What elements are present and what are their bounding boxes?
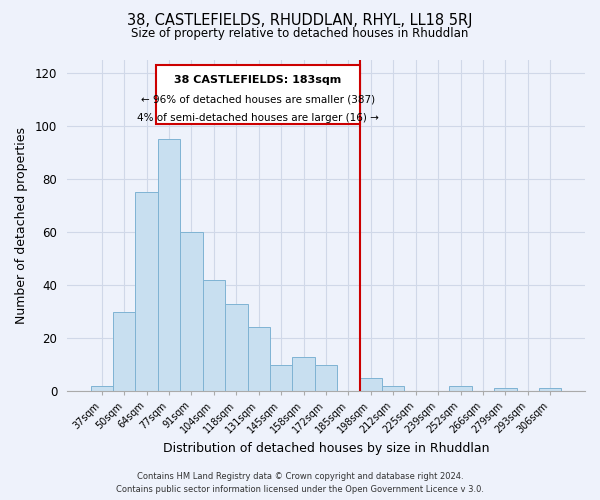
Bar [382,386,404,391]
Bar [248,328,270,391]
Text: 38 CASTLEFIELDS: 183sqm: 38 CASTLEFIELDS: 183sqm [174,74,341,85]
Bar [113,312,136,391]
Bar [449,386,472,391]
Text: 38, CASTLEFIELDS, RHUDDLAN, RHYL, LL18 5RJ: 38, CASTLEFIELDS, RHUDDLAN, RHYL, LL18 5… [127,12,473,28]
Bar [136,192,158,391]
Bar [180,232,203,391]
Bar [158,140,180,391]
Bar [225,304,248,391]
Bar [203,280,225,391]
Bar [494,388,517,391]
Bar [270,364,292,391]
Text: Contains HM Land Registry data © Crown copyright and database right 2024.
Contai: Contains HM Land Registry data © Crown c… [116,472,484,494]
Bar [91,386,113,391]
Bar [539,388,562,391]
X-axis label: Distribution of detached houses by size in Rhuddlan: Distribution of detached houses by size … [163,442,489,455]
Text: ← 96% of detached houses are smaller (387): ← 96% of detached houses are smaller (38… [140,94,374,104]
Bar [359,378,382,391]
Text: 4% of semi-detached houses are larger (16) →: 4% of semi-detached houses are larger (1… [137,113,379,123]
Bar [315,364,337,391]
Bar [155,66,359,124]
Text: Size of property relative to detached houses in Rhuddlan: Size of property relative to detached ho… [131,28,469,40]
Bar [292,356,315,391]
Y-axis label: Number of detached properties: Number of detached properties [15,127,28,324]
